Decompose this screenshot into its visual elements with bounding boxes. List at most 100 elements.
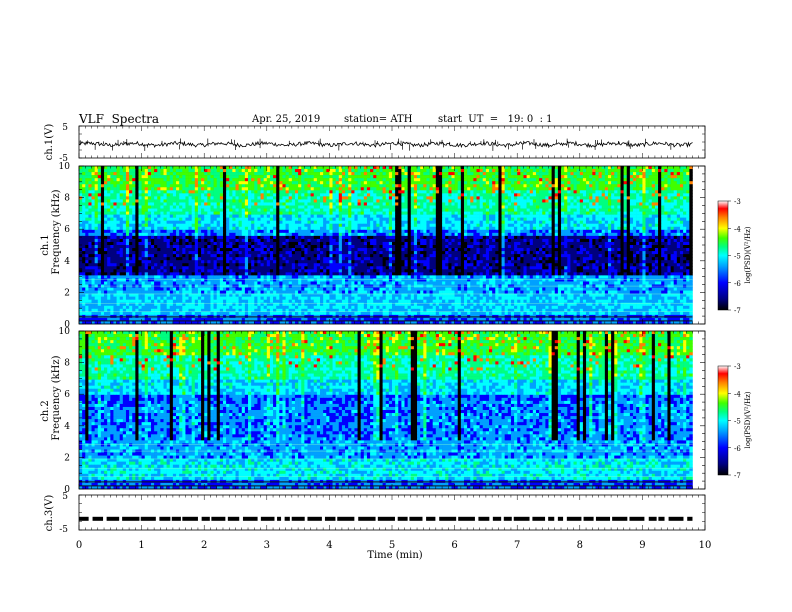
spectrogram-cell: [423, 175, 427, 179]
spectrogram-cell: [445, 193, 449, 197]
spectrogram-cell: [679, 199, 684, 203]
spectrogram-cell: [420, 232, 424, 237]
spectrogram-cell: [420, 202, 424, 206]
spectrogram-cell: [379, 193, 383, 197]
spectrogram-cell: [288, 214, 293, 218]
spectrogram-cell: [620, 208, 624, 212]
spectrogram-cell: [226, 235, 230, 240]
spectrogram-cell: [423, 172, 427, 176]
spectrogram-cell: [463, 172, 468, 176]
spectrogram-cell: [88, 235, 92, 240]
spectrogram-cell: [510, 232, 515, 237]
spectrogram-cell: [201, 187, 205, 191]
spectrogram-cell: [445, 181, 449, 185]
spectrogram-cell: [604, 178, 609, 182]
spectrogram-cell: [294, 208, 299, 212]
spectrogram-cell: [473, 226, 477, 231]
spectrogram-cell: [573, 175, 577, 179]
spectrogram-cell: [163, 178, 167, 182]
spectrogram-cell: [423, 166, 427, 170]
spectrogram-cell: [451, 214, 455, 218]
spectrogram-cell: [564, 178, 568, 182]
spectrogram-cell: [673, 211, 678, 215]
spectrogram-cell: [442, 196, 446, 200]
spectrogram-cell: [263, 199, 268, 203]
spectrogram-cell: [97, 166, 102, 170]
spectrogram-cell: [294, 187, 299, 191]
spectrogram-cell: [392, 202, 396, 206]
spectrogram-cell: [686, 190, 690, 194]
spectrogram-cell: [651, 214, 656, 218]
spectrogram-cell: [160, 238, 164, 243]
spectrogram-cell: [329, 223, 333, 228]
spectrogram-cell: [222, 178, 227, 182]
spectrogram-cell: [291, 235, 296, 240]
spectrogram-cell: [263, 220, 268, 225]
spectrogram-cell: [567, 199, 571, 203]
spectrogram-cell: [351, 217, 355, 221]
spectrogram-cell: [188, 193, 192, 197]
spectrogram-cell: [454, 214, 459, 218]
spectrogram-cell: [467, 175, 471, 179]
spectrogram-cell: [642, 166, 646, 170]
spectrogram-cell: [210, 208, 214, 212]
spectrogram-cell: [301, 190, 305, 194]
spectrogram-cell: [451, 211, 455, 215]
spectrogram-cell: [410, 214, 415, 218]
spectrogram-cell: [294, 181, 299, 185]
spectrogram-cell: [235, 232, 239, 237]
spectrogram-cell: [413, 202, 418, 206]
spectrogram-cell: [257, 178, 261, 182]
spectrogram-cell: [150, 238, 155, 243]
spectrogram-cell: [279, 166, 283, 170]
spectrogram-cell: [679, 223, 684, 228]
spectrogram-cell: [204, 187, 208, 191]
spectrogram-cell: [147, 175, 152, 179]
spectrogram-cell: [141, 175, 146, 179]
spectrogram-cell: [476, 199, 480, 203]
spectrogram-cell: [107, 229, 111, 234]
spectrogram-cell: [179, 211, 183, 215]
spectrogram-cell: [244, 214, 249, 218]
spectrogram-cell: [85, 211, 89, 215]
spectrogram-cell: [398, 211, 402, 215]
spectrogram-cell: [129, 193, 133, 197]
spectrogram-cell: [357, 169, 361, 173]
spectrogram-cell: [172, 166, 177, 170]
spectrogram-cell: [686, 178, 690, 182]
spectrogram-cell: [448, 175, 452, 179]
spectrogram-cell: [679, 190, 684, 194]
spectrogram-cell: [373, 181, 377, 185]
spectrogram-cell: [489, 172, 493, 176]
spectrogram-cell: [392, 187, 396, 191]
spectrogram-cell: [645, 199, 649, 203]
spectrogram-cell: [351, 208, 355, 212]
spectrogram-cell: [219, 169, 224, 173]
spectrogram-cell: [485, 169, 490, 173]
spectrogram-cell: [222, 220, 227, 225]
spectrogram-cell: [398, 229, 402, 234]
spectrogram-cell: [185, 211, 189, 215]
spectrogram-cell: [683, 232, 687, 237]
spectrogram-cell: [138, 202, 142, 206]
spectrogram-cell: [85, 232, 89, 237]
spectrogram-cell: [226, 226, 230, 231]
spectrogram-cell: [388, 193, 393, 197]
spectrogram-cell: [457, 214, 462, 218]
spectrogram-cell: [141, 232, 146, 237]
spectrogram-cell: [398, 223, 402, 228]
spectrogram-cell: [539, 175, 543, 179]
spectrogram-cell: [188, 205, 192, 209]
spectrogram-cell: [539, 169, 543, 173]
spectrogram-cell: [664, 208, 668, 212]
spectrogram-cell: [526, 175, 531, 179]
spectrogram-cell: [273, 232, 277, 237]
spectrogram-cell: [88, 184, 92, 188]
spectrogram-cell: [138, 199, 142, 203]
spectrogram-cell: [122, 166, 127, 170]
spectrogram-cell: [417, 208, 421, 212]
spectrogram-cell: [413, 223, 418, 228]
spectrogram-cell: [564, 172, 568, 176]
spectrogram-cell: [285, 199, 290, 203]
spectrogram-cell: [150, 184, 155, 188]
